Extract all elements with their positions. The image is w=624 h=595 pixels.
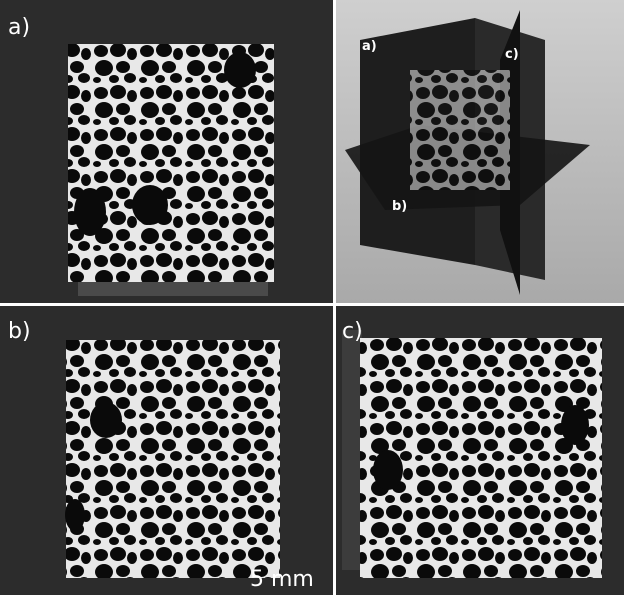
inset-label: b) [392, 199, 407, 214]
panel-label: a) [8, 15, 30, 40]
panel-label: c) [342, 319, 363, 344]
inset-label: c) [505, 47, 519, 62]
figure: a) a) b) c) b) 5 mm c) [0, 0, 624, 595]
foam-image [66, 340, 280, 578]
inset-label: a) [362, 39, 377, 54]
scale-bar-label: 5 mm [250, 567, 314, 592]
panel-label: b) [8, 319, 31, 344]
